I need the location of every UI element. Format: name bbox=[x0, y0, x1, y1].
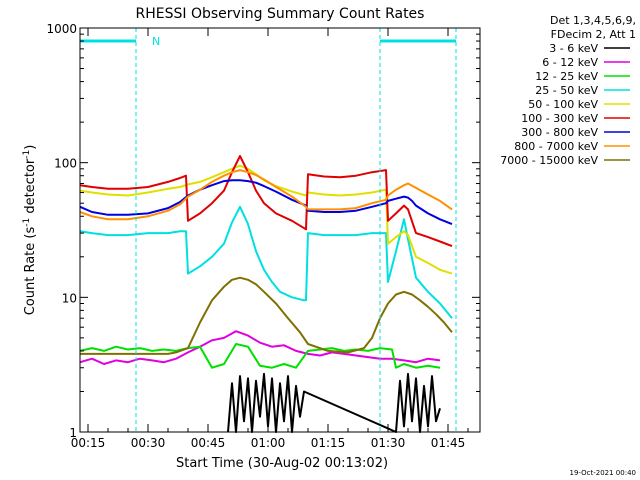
chart-title: RHESSI Observing Summary Count Rates bbox=[136, 6, 425, 22]
series-line-12-25-kev bbox=[79, 343, 441, 369]
series-line-7000-15000-kev bbox=[80, 276, 453, 355]
series-line-800-7000-kev bbox=[79, 169, 453, 221]
series-line-25-50-kev bbox=[79, 205, 453, 319]
y-axis-label-part3: ) bbox=[23, 145, 38, 150]
legend-header-line-1: Det 1,3,4,5,6,9, bbox=[550, 14, 636, 27]
y-axis-label-sup2: -1 bbox=[22, 150, 32, 159]
y-axis-label-part2: detector bbox=[23, 158, 38, 218]
legend-label-7000-15000-kev: 7000 - 15000 keV bbox=[500, 154, 598, 167]
legend-label-50-100-kev: 50 - 100 keV bbox=[528, 98, 598, 111]
legend-label-300-800-kev: 300 - 800 keV bbox=[521, 126, 598, 139]
y-tick-label: 1000 bbox=[46, 22, 77, 36]
y-axis-label: Count Rate (s-1 detector-1) bbox=[22, 145, 38, 316]
x-tick-label: 01:30 bbox=[371, 436, 406, 450]
y-tick-label: 100 bbox=[54, 157, 77, 171]
x-tick-label: 00:15 bbox=[71, 436, 106, 450]
attenuator-flag-label: N bbox=[152, 35, 160, 48]
y-tick-label: 1 bbox=[69, 426, 77, 440]
axis-ticks: 00:15 00:30 00:45 01:00 01:15 01:30 01:45 1 10 10… bbox=[46, 22, 480, 450]
series-layer bbox=[79, 155, 453, 433]
legend-label-3-6-kev: 3 - 6 keV bbox=[549, 42, 598, 55]
legend-label-25-50-kev: 25 - 50 keV bbox=[535, 84, 598, 97]
x-tick-label: 00:45 bbox=[191, 436, 226, 450]
legend-label-6-12-kev: 6 - 12 keV bbox=[542, 56, 598, 69]
timestamp: 19-Oct-2021 00:40 bbox=[570, 469, 636, 477]
plot-frame bbox=[79, 27, 481, 433]
x-tick-label: 01:00 bbox=[251, 436, 286, 450]
legend-label-12-25-kev: 12 - 25 keV bbox=[535, 70, 598, 83]
series-line-300-800-kev bbox=[79, 179, 453, 226]
series-line-3-6-kev bbox=[227, 372, 441, 433]
x-axis-label: Start Time (30-Aug-02 00:13:02) bbox=[176, 456, 388, 471]
legend-label-800-7000-kev: 800 - 7000 keV bbox=[514, 140, 598, 153]
x-tick-label: 01:15 bbox=[311, 436, 346, 450]
y-axis-label-part1: Count Rate (s bbox=[23, 227, 38, 316]
legend: Det 1,3,4,5,6,9, FDecim 2, Att 1 3 - 6 k… bbox=[500, 14, 636, 167]
y-tick-label: 10 bbox=[62, 291, 77, 305]
x-tick-label: 00:30 bbox=[131, 436, 166, 450]
legend-header-line-2: FDecim 2, Att 1 bbox=[551, 28, 636, 41]
legend-label-100-300-kev: 100 - 300 keV bbox=[521, 112, 598, 125]
series-line-100-300-kev bbox=[79, 155, 453, 248]
y-axis-label-sup1: -1 bbox=[22, 218, 32, 227]
x-tick-label: 01:45 bbox=[431, 436, 466, 450]
